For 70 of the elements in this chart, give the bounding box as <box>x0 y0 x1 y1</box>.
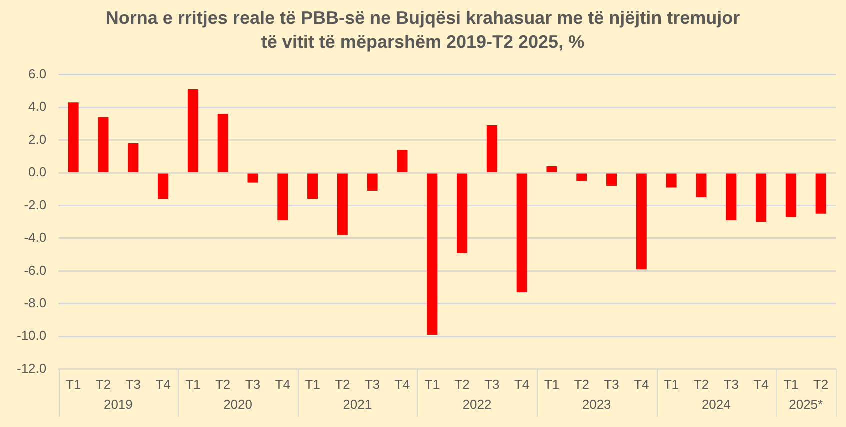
y-tick-label: -2.0 <box>24 197 47 212</box>
bar <box>516 174 528 292</box>
y-tick-label: -6.0 <box>24 262 47 278</box>
x-tick-label: T2 <box>215 376 231 392</box>
x-tick-label: T4 <box>394 376 410 392</box>
text: 2024 <box>702 396 731 412</box>
x-tick-label: T3 <box>364 376 380 392</box>
x-tick-label: T2 <box>96 376 112 392</box>
text: 2019 <box>104 396 133 412</box>
x-tick-label: T1 <box>544 376 560 392</box>
bar <box>68 102 79 172</box>
bar <box>188 90 198 172</box>
y-tick-label: 0.0 <box>28 164 47 180</box>
x-tick-label: T3 <box>724 376 739 392</box>
bar <box>816 174 826 214</box>
bar <box>576 174 588 182</box>
x-tick-label: T1 <box>186 376 201 392</box>
bar <box>726 174 737 220</box>
text: 2022 <box>462 396 492 412</box>
bar <box>158 174 169 200</box>
bar <box>367 174 378 192</box>
bar <box>248 174 258 183</box>
y-tick-label: -12.0 <box>16 360 47 376</box>
text: 2023 <box>582 396 612 412</box>
x-tick-label: T3 <box>126 376 141 392</box>
x-tick-label: T4 <box>156 376 171 392</box>
y-tick-label: 2.0 <box>28 132 47 147</box>
bar <box>397 150 408 172</box>
x-tick-label: T2 <box>335 376 350 392</box>
bar <box>337 174 348 236</box>
chart-title: Norna e rritjes reale të PBB-së ne Bujqësi krahasuar me të njëjtin tremujor të vitit të mëparshëm 2019-T2 2025, % <box>104 7 742 54</box>
x-tick-label: T3 <box>484 376 500 392</box>
bar <box>427 174 438 336</box>
bar <box>308 174 318 200</box>
text: 2025* <box>789 396 824 412</box>
x-tick-label: T4 <box>275 376 290 392</box>
x-tick-label: T1 <box>784 376 799 392</box>
y-tick-label: -10.0 <box>16 328 47 344</box>
x-tick-label: T1 <box>424 376 440 392</box>
bar <box>696 174 707 198</box>
bar <box>457 174 468 254</box>
bar <box>756 174 766 222</box>
bar <box>546 166 558 172</box>
y-tick-label: -8.0 <box>24 296 47 311</box>
bar <box>128 144 139 172</box>
x-tick-label: T1 <box>664 376 680 392</box>
x-tick-label: T4 <box>634 376 650 392</box>
bar <box>636 174 647 270</box>
x-tick-label: T2 <box>813 376 829 392</box>
text: 2021 <box>343 396 372 412</box>
x-tick-label: T4 <box>514 376 530 392</box>
x-tick-label: T3 <box>604 376 620 392</box>
bar <box>666 174 677 188</box>
bar <box>218 114 228 172</box>
y-tick-label: -4.0 <box>24 230 47 246</box>
bar <box>606 174 617 186</box>
bar <box>98 117 109 172</box>
text: 2020 <box>224 396 252 412</box>
x-tick-label: T2 <box>574 376 590 392</box>
y-tick-label: 6.0 <box>28 66 47 82</box>
x-tick-label: T4 <box>754 376 769 392</box>
bar <box>486 126 498 172</box>
x-tick-label: T1 <box>305 376 320 392</box>
x-tick-label: T1 <box>66 376 82 392</box>
bar <box>786 174 796 218</box>
x-tick-label: T3 <box>245 376 261 392</box>
x-tick-label: T2 <box>454 376 470 392</box>
x-tick-label: T2 <box>694 376 710 392</box>
y-tick-label: 4.0 <box>28 99 47 114</box>
bar <box>278 174 288 220</box>
